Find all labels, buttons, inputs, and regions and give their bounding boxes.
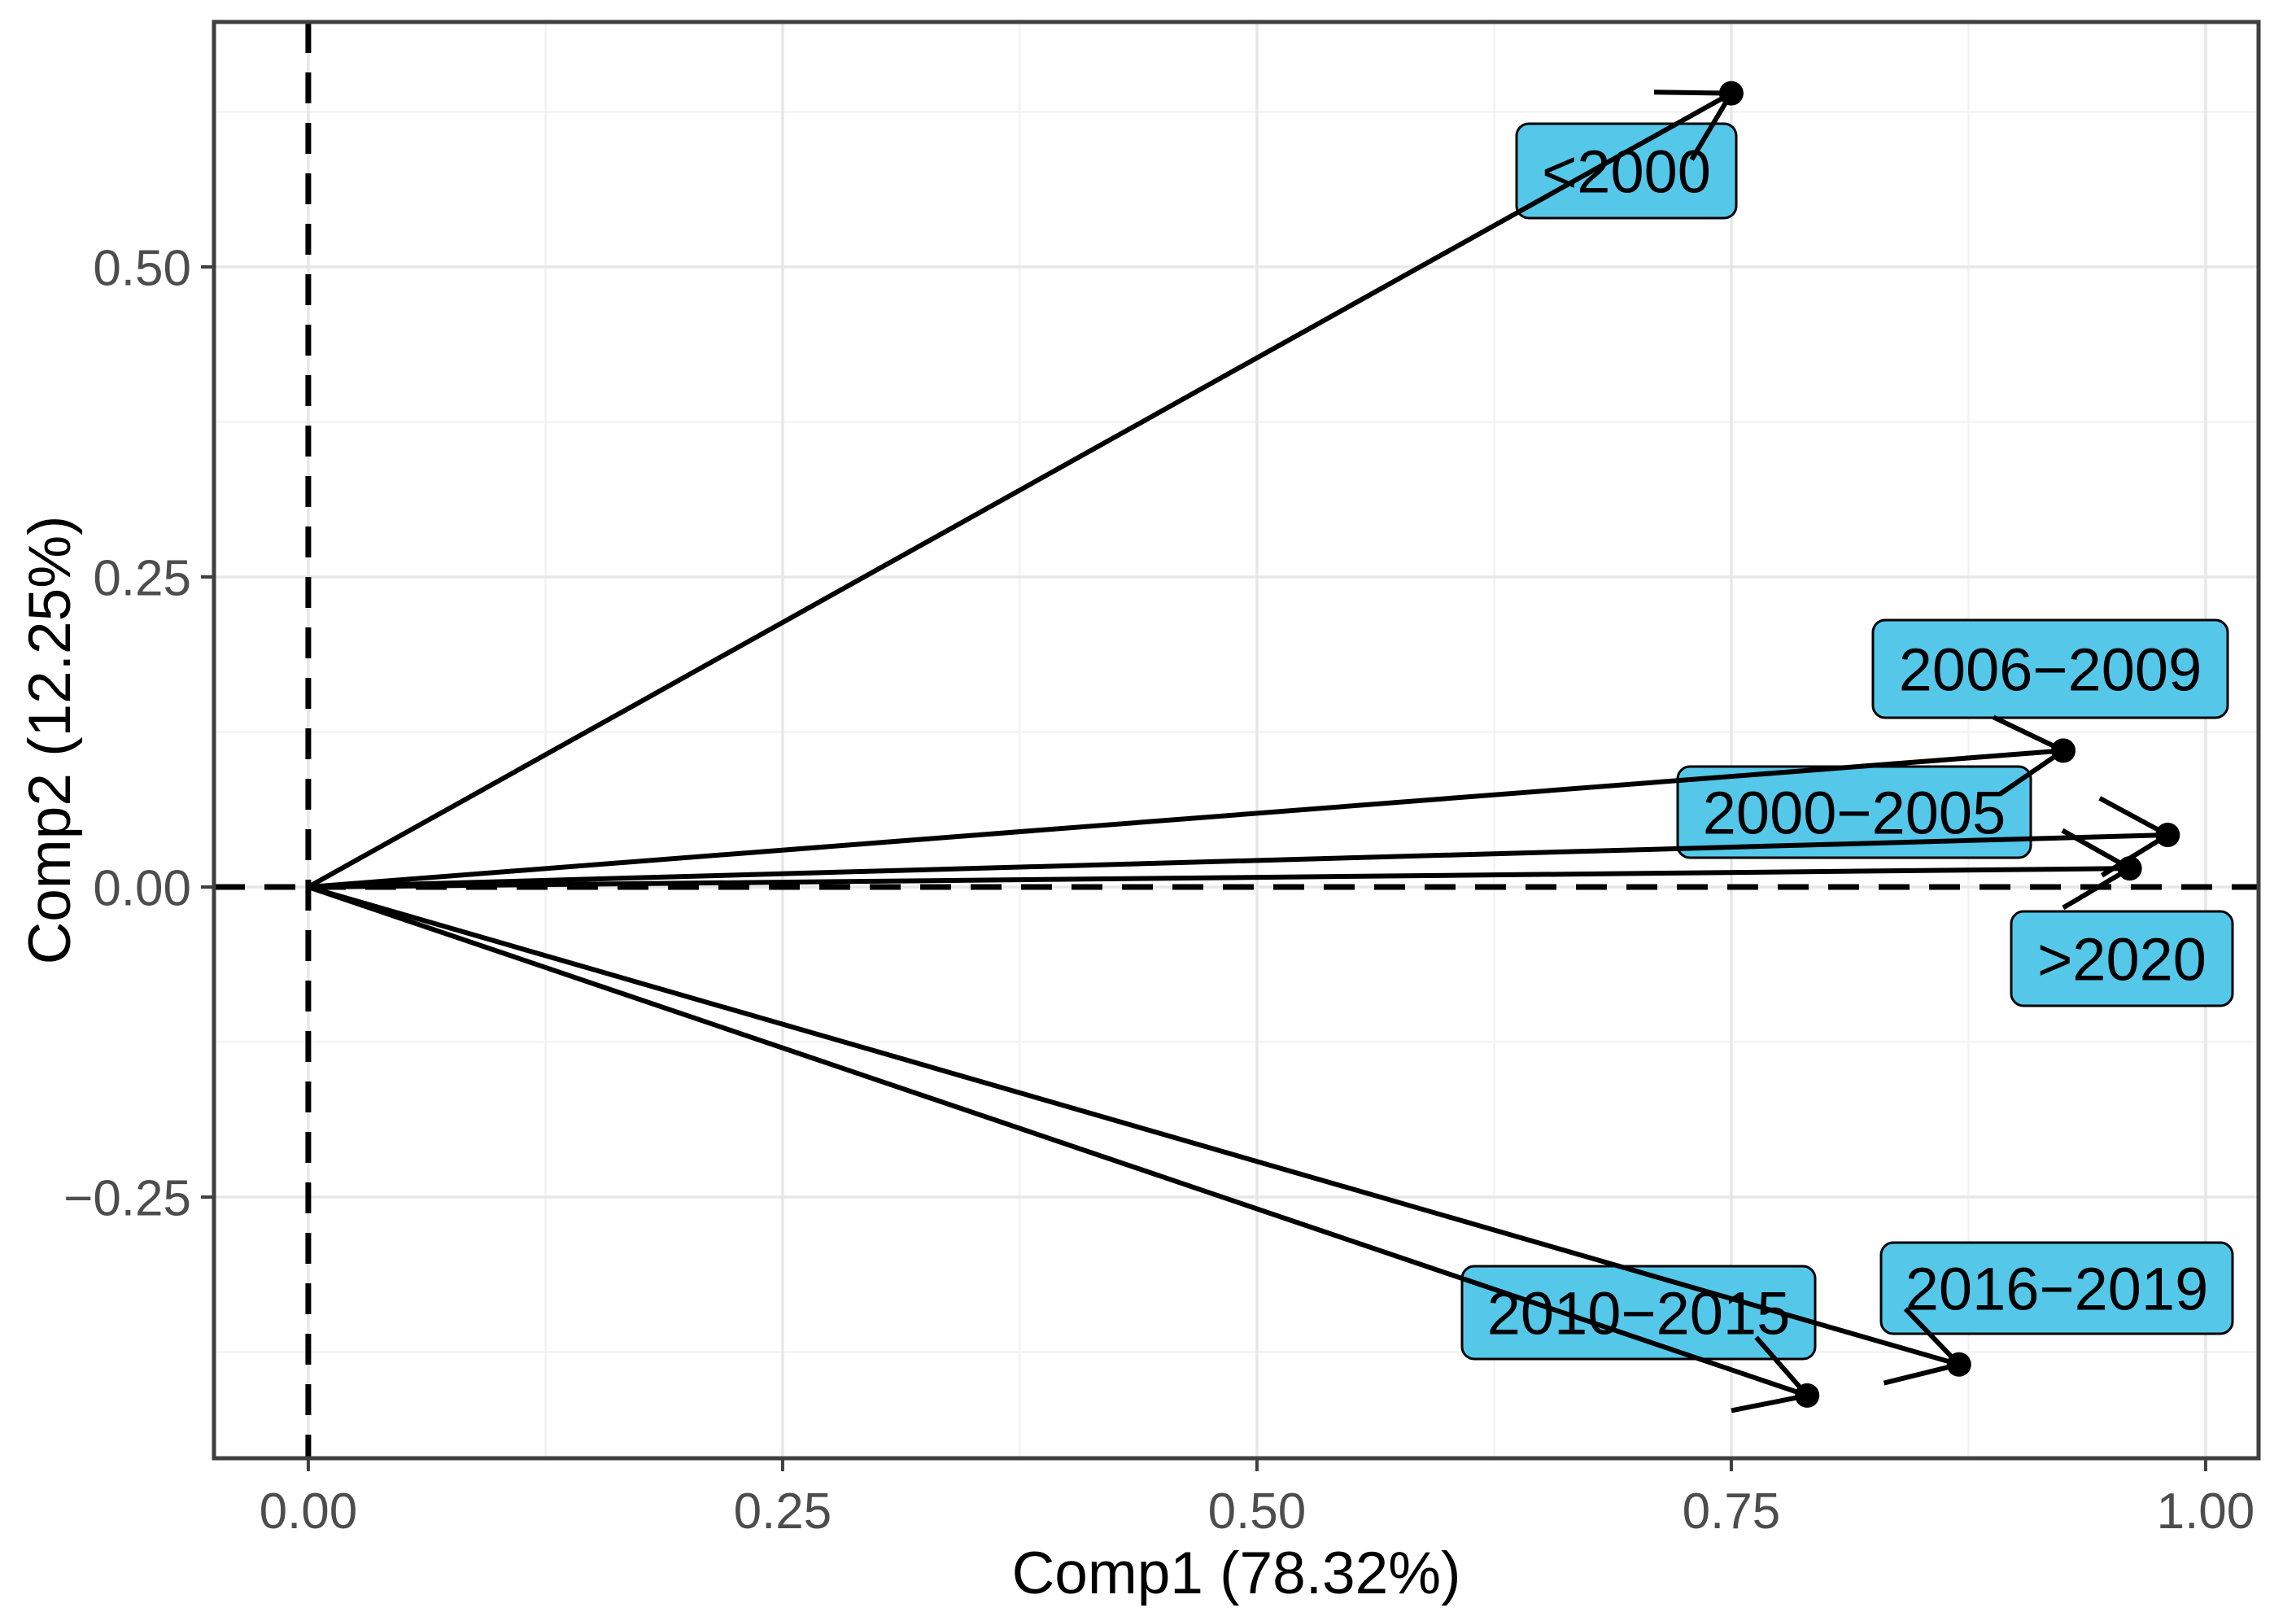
category-label-box xyxy=(2010,910,2234,1007)
x-axis-title: Comp1 (78.32%) xyxy=(1012,1540,1461,1606)
arrowhead-wing xyxy=(1993,714,2065,754)
y-axis-tick-label: −0.25 xyxy=(63,1170,191,1226)
arrowhead-wing xyxy=(1731,1392,1808,1413)
loading-arrow-shaft xyxy=(307,885,1809,1398)
category-label-box xyxy=(1460,1265,1817,1361)
arrowhead-wing xyxy=(2062,866,2132,911)
loading-arrow-shaft xyxy=(308,885,1960,1367)
category-label-box xyxy=(1871,618,2229,719)
arrowhead-wing xyxy=(1903,1307,1961,1366)
x-axis-tick-label: 0.00 xyxy=(260,1483,358,1540)
category-label-text: >2020 xyxy=(2037,926,2207,994)
category-label-text: 2006−2009 xyxy=(1899,636,2202,704)
data-point xyxy=(2155,823,2180,848)
x-axis-tick-label: 0.75 xyxy=(1683,1483,1781,1540)
category-label-text: <2000 xyxy=(1542,138,1711,206)
category-label-box xyxy=(1515,122,1738,220)
x-axis-tick-label: 0.50 xyxy=(1208,1483,1307,1540)
data-point xyxy=(1946,1352,1971,1377)
arrowhead-wing xyxy=(2098,796,2169,837)
data-point xyxy=(1795,1383,1820,1408)
data-point xyxy=(2051,738,2076,763)
category-label-text: 2016−2019 xyxy=(1905,1256,2208,1323)
arrowhead-wing xyxy=(1689,92,1734,161)
category-label-text: 2000−2005 xyxy=(1703,780,2006,847)
data-point xyxy=(2117,856,2142,881)
loading-arrow-shaft xyxy=(308,748,2064,890)
axes: 0.00 0.25 0.50 0.75 1.00 −0.25 0.00 0.25 0.50 xyxy=(63,240,2255,1540)
loading-arrows xyxy=(307,81,2180,1413)
arrowhead-wing xyxy=(1754,1335,1809,1397)
category-label-box xyxy=(1879,1241,2234,1335)
loading-arrow-shaft xyxy=(308,866,2130,890)
arrowhead-wing xyxy=(2061,828,2132,871)
x-axis-tick-label: 1.00 xyxy=(2157,1483,2255,1540)
y-axis-tick-label: 0.50 xyxy=(93,240,191,296)
panel-border xyxy=(212,20,2261,1461)
y-axis-tick-label: 0.25 xyxy=(93,550,191,606)
arrowhead-wing xyxy=(1997,748,2065,797)
y-axis-tick-label: 0.00 xyxy=(93,860,191,916)
arrowhead-wing xyxy=(1883,1361,1960,1386)
arrowhead-wing xyxy=(1653,90,1731,96)
y-axis-title: Comp2 (12.25%) xyxy=(17,516,83,965)
loading-arrow-shaft xyxy=(307,91,1733,889)
data-point xyxy=(1718,81,1744,106)
x-axis-tick-label: 0.25 xyxy=(734,1483,832,1540)
loading-arrow-shaft xyxy=(308,832,2168,890)
reference-lines xyxy=(214,22,2259,1458)
